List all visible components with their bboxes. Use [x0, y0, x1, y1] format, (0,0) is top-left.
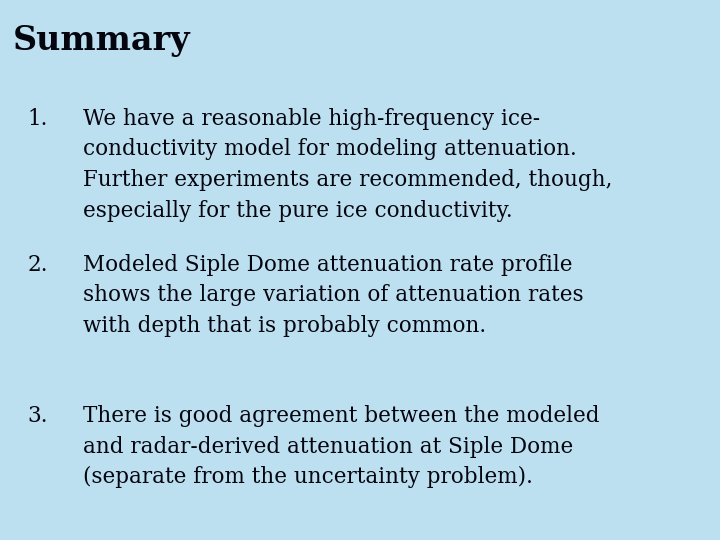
Text: There is good agreement between the modeled
and radar-derived attenuation at Sip: There is good agreement between the mode…: [83, 405, 599, 488]
Text: 3.: 3.: [27, 405, 48, 427]
Text: 2.: 2.: [27, 254, 48, 276]
Text: We have a reasonable high-frequency ice-
conductivity model for modeling attenua: We have a reasonable high-frequency ice-…: [83, 108, 612, 221]
Text: 1.: 1.: [27, 108, 48, 130]
Text: Modeled Siple Dome attenuation rate profile
shows the large variation of attenua: Modeled Siple Dome attenuation rate prof…: [83, 254, 583, 337]
Text: Summary: Summary: [13, 24, 191, 57]
